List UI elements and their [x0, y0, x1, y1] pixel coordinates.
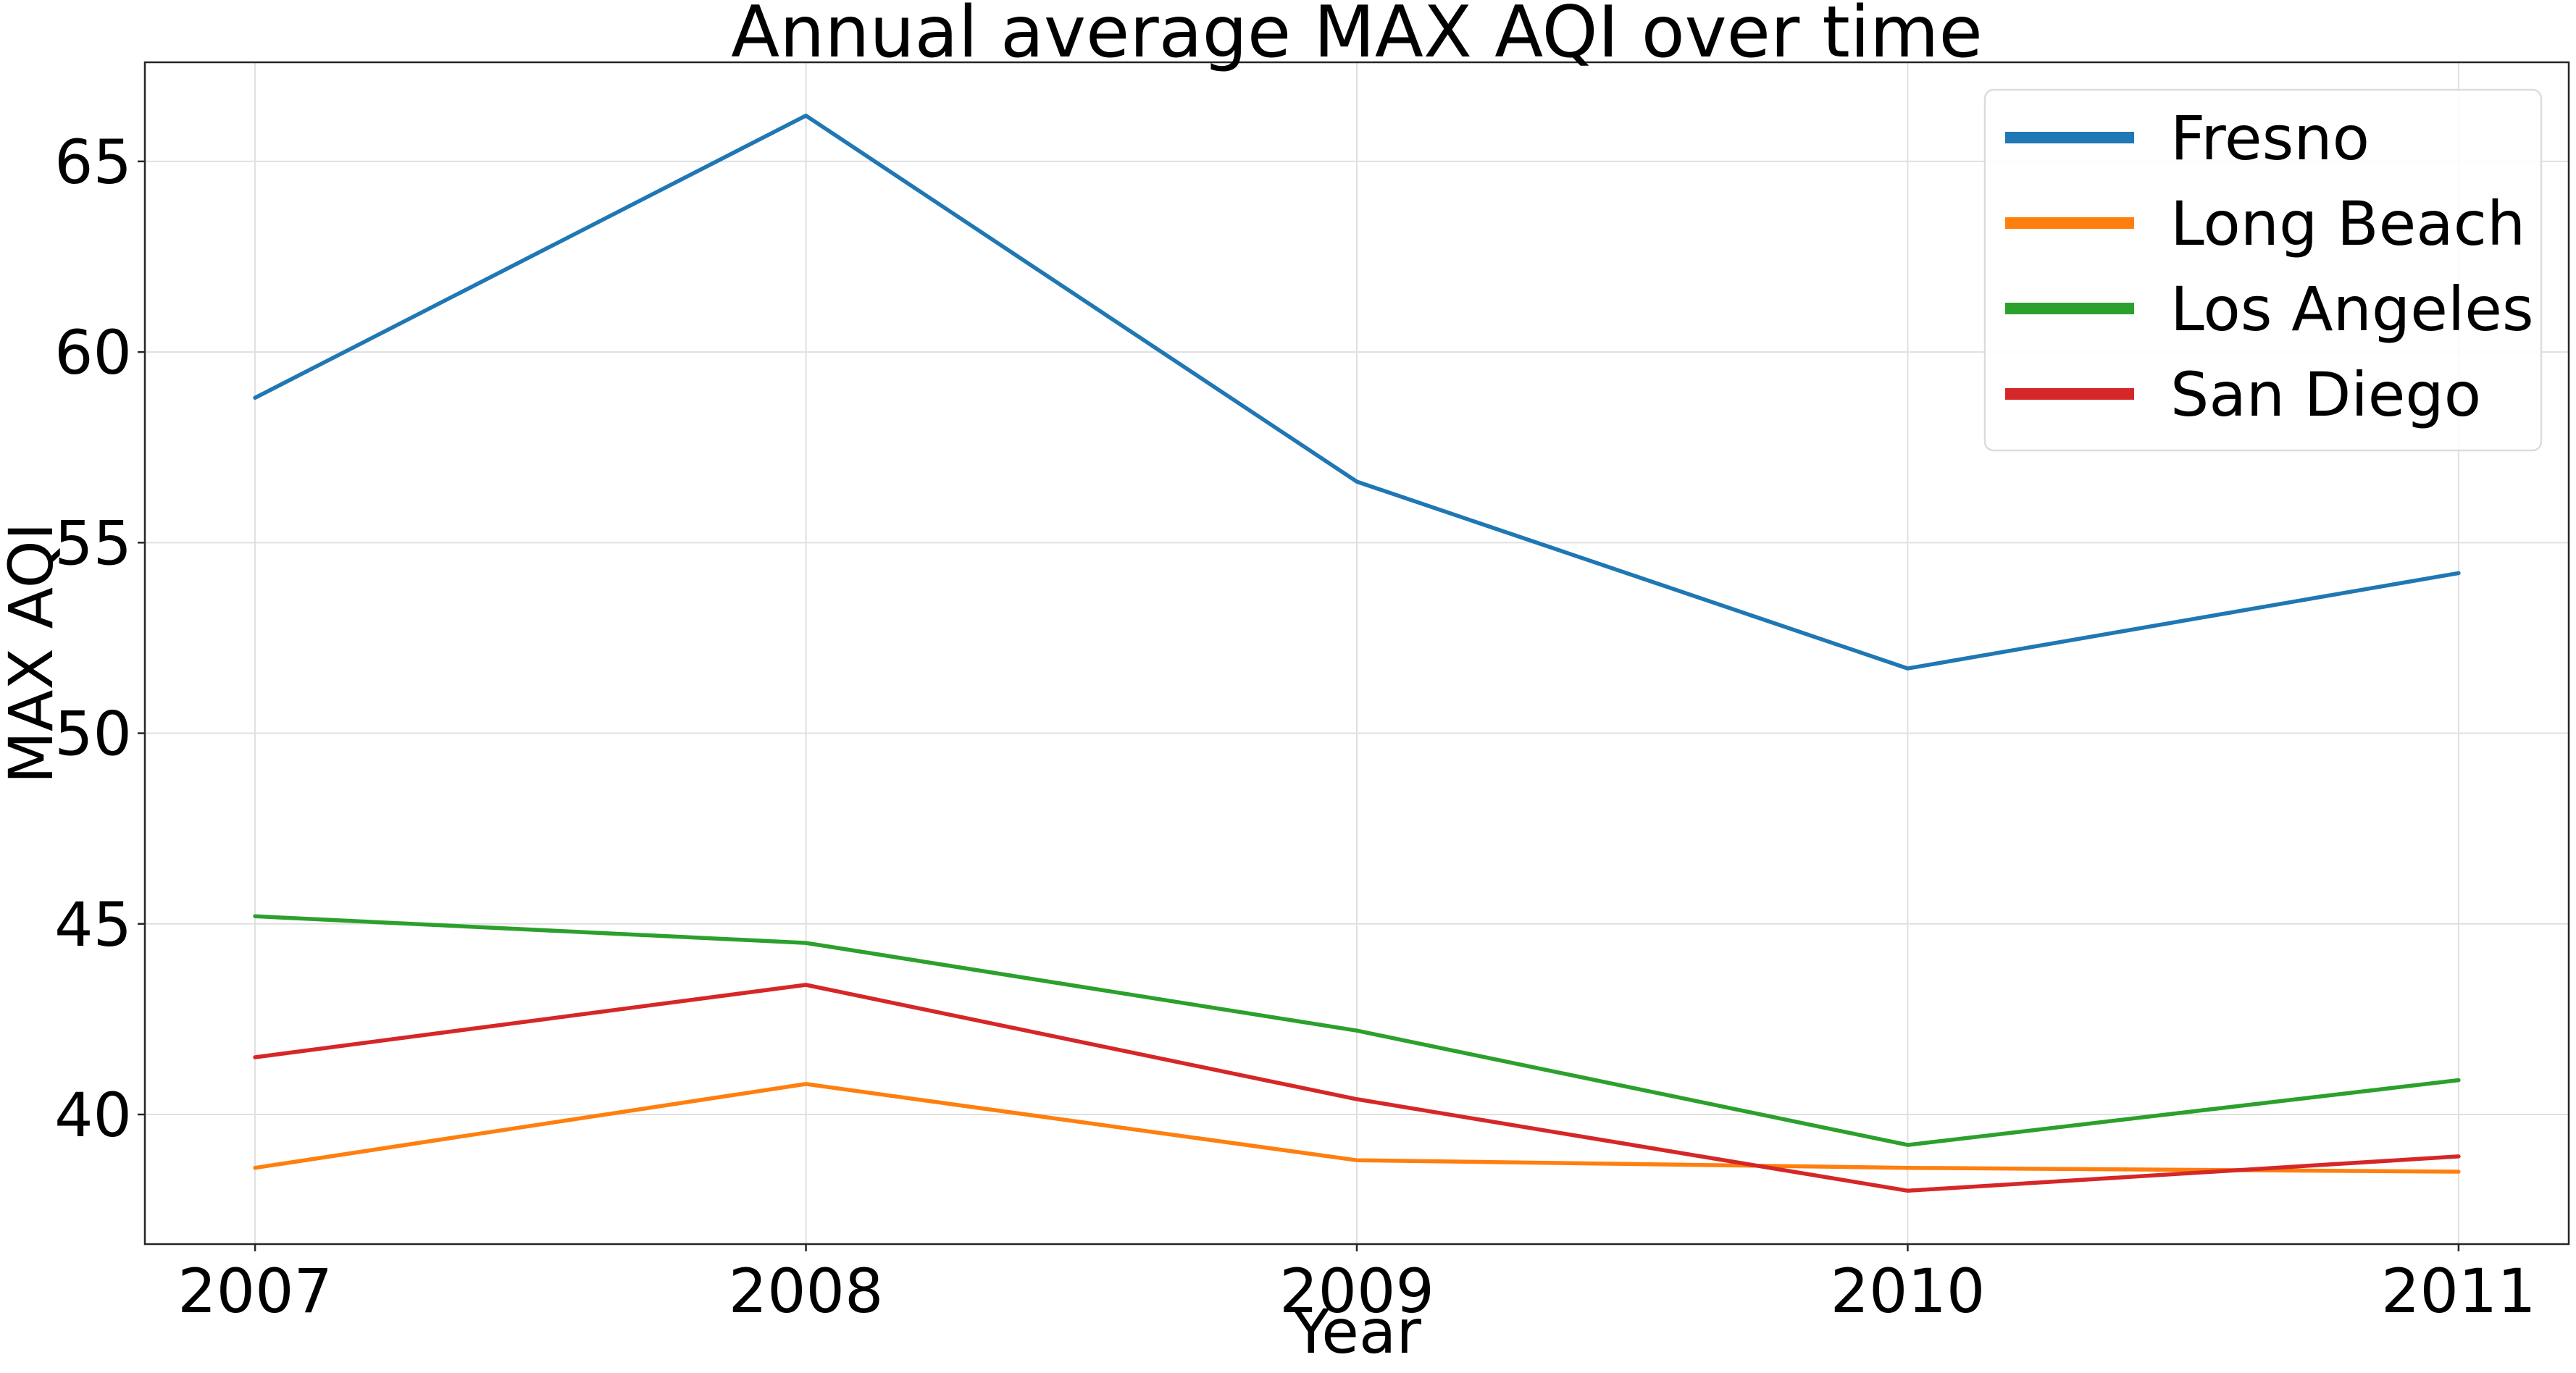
series-line-fresno: [253, 113, 2461, 671]
chart-title: Annual average MAX AQI over time: [731, 0, 1983, 74]
x-tick-label: 2007: [177, 1256, 333, 1327]
series-line-san-diego: [253, 983, 2461, 1193]
x-axis-label: Year: [1292, 1296, 1421, 1367]
legend-label-fresno: Fresno: [2170, 103, 2370, 174]
x-tick-label: 2009: [1279, 1256, 1434, 1327]
y-tick-label: 50: [54, 699, 132, 770]
x-tick-label: 2011: [2381, 1256, 2536, 1327]
legend: Fresno Long Beach Los Angeles San Diego: [1983, 88, 2543, 452]
x-tick-label: 2008: [729, 1256, 884, 1327]
legend-label-san-diego: San Diego: [2170, 359, 2481, 430]
y-tick-label: 45: [54, 889, 132, 960]
series-line-long-beach: [253, 1082, 2461, 1174]
y-tick-label: 65: [54, 127, 132, 198]
y-axis-ticks: 40 45 50 55 60 65: [54, 127, 145, 1151]
series-lines: [253, 113, 2461, 1193]
y-axis-label: MAX AQI: [0, 522, 67, 784]
series-line-los-angeles: [253, 914, 2461, 1147]
x-tick-label: 2010: [1831, 1256, 1986, 1327]
y-tick-label: 55: [54, 508, 132, 579]
legend-label-long-beach: Long Beach: [2170, 188, 2525, 259]
y-tick-label: 60: [54, 317, 132, 388]
y-tick-label: 40: [54, 1080, 132, 1151]
x-axis-ticks: 2007 2008 2009 2010 2011: [177, 1244, 2536, 1327]
legend-box: [1983, 88, 2543, 452]
legend-label-los-angeles: Los Angeles: [2170, 274, 2534, 345]
